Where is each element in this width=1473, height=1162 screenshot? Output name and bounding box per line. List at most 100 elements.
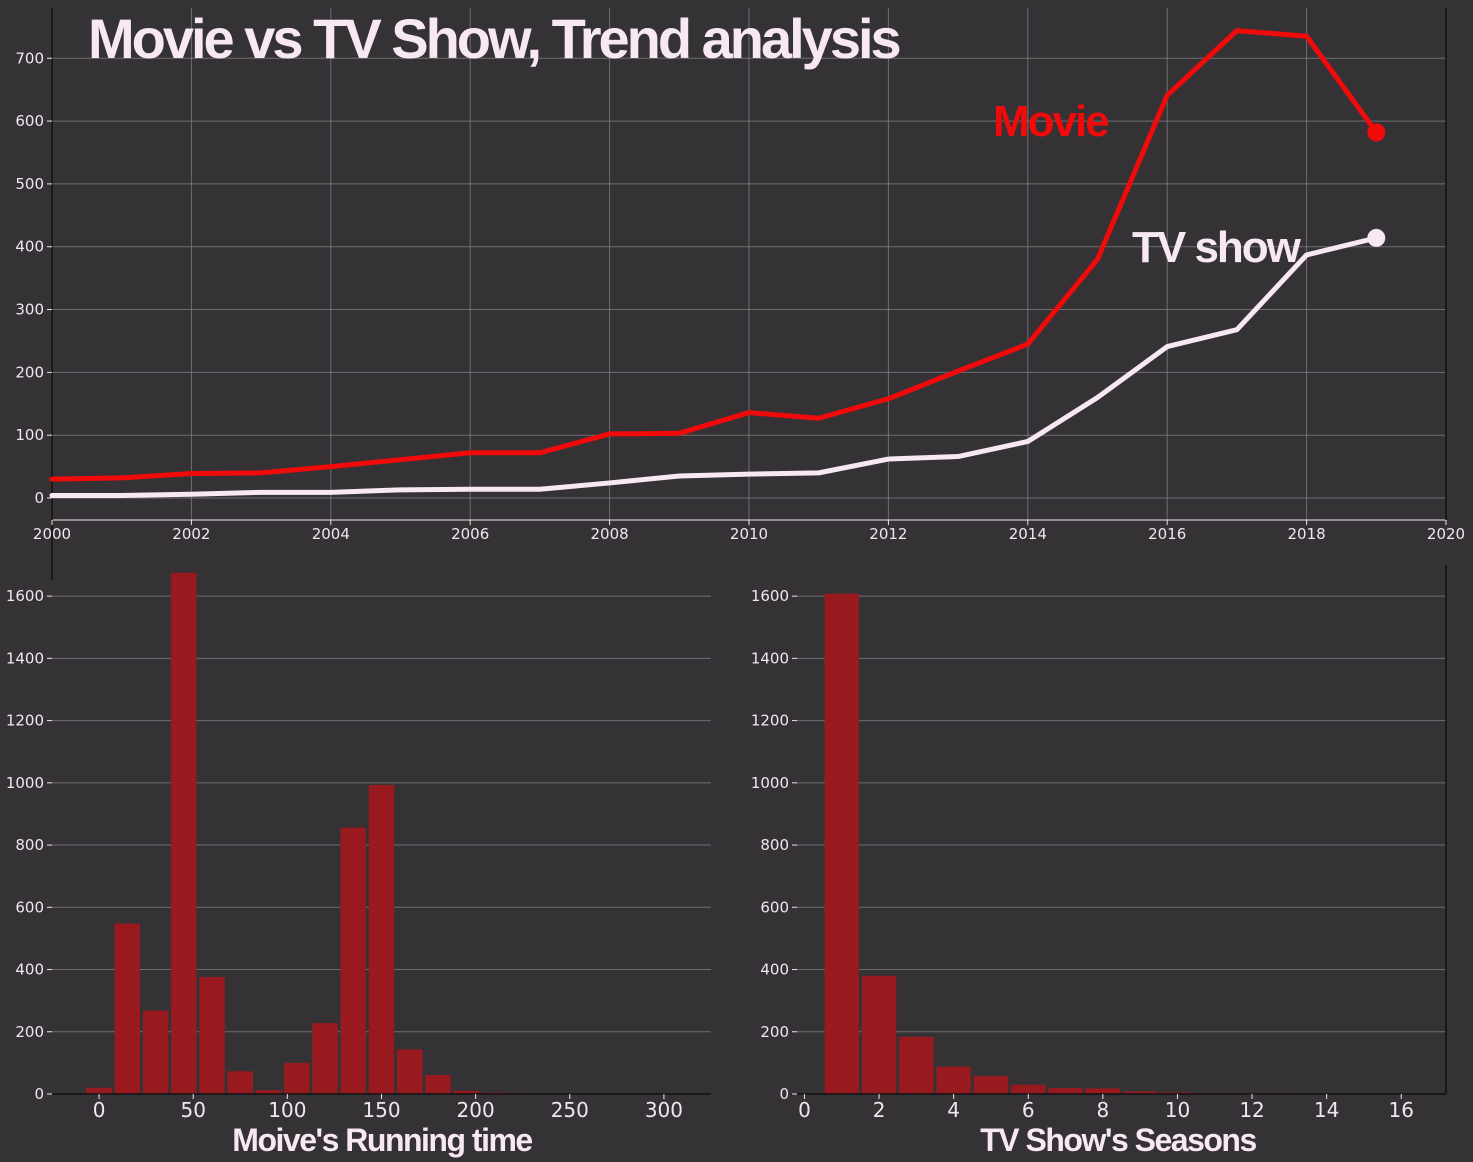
x-tick-label: 4	[947, 1098, 960, 1122]
histogram-bar	[397, 1049, 423, 1094]
x-tick-label: 200	[457, 1098, 495, 1122]
x-tick-label: 14	[1314, 1098, 1339, 1122]
tv-line	[49, 235, 1379, 498]
histogram-bar	[1122, 1091, 1158, 1094]
histogram-bar	[425, 1075, 451, 1094]
histogram-bar	[824, 593, 859, 1094]
y-tick-label: 600	[760, 898, 789, 916]
chart-title: Movie vs TV Show, Trend analysis	[88, 7, 900, 70]
movie-series-label: Movie	[993, 97, 1108, 146]
y-tick-label: 600	[15, 112, 44, 130]
x-tick-label: 50	[180, 1098, 205, 1122]
trend-line-chart: 0 100 200 300 400 500 600 700 2000 2002 2004 2006 2…	[15, 7, 1465, 580]
histogram-bar	[86, 1087, 112, 1094]
histogram-bar	[255, 1090, 282, 1094]
y-tick-label: 1200	[751, 712, 789, 730]
x-tick-label: 8	[1096, 1098, 1109, 1122]
y-tick-label: 1600	[751, 587, 789, 605]
x-tick-label: 2018	[1288, 525, 1326, 543]
x-tick-label: 0	[798, 1098, 811, 1122]
seasons-bars	[824, 593, 1419, 1094]
y-tick-label: 1000	[751, 774, 789, 792]
histogram-bar	[1160, 1092, 1195, 1094]
running-time-x-ticks: 0 50 100 150 200 250 300	[52, 1093, 711, 1122]
x-tick-label: 2016	[1148, 525, 1186, 543]
y-tick-label: 1400	[751, 649, 789, 667]
running-time-y-ticks: 0 200 400 600 800 1000 1200 1400 1600	[6, 587, 52, 1103]
x-tick-label: 100	[268, 1098, 306, 1122]
y-tick-label: 700	[15, 49, 44, 67]
movie-line	[49, 28, 1379, 482]
histogram-bar	[312, 1023, 338, 1094]
histogram-bar	[973, 1075, 1009, 1094]
running-time-histogram: 0 200 400 600 800 1000 1200 1400 1600 0 50 100 150 2…	[6, 572, 711, 1158]
seasons-x-ticks: 0 2 4 6 8 10 12 14 16	[797, 1093, 1446, 1122]
y-tick-label: 1000	[6, 774, 44, 792]
running-time-bars	[86, 572, 536, 1094]
y-tick-label: 0	[779, 1085, 789, 1103]
x-tick-label: 6	[1022, 1098, 1035, 1122]
y-tick-label: 400	[760, 961, 789, 979]
y-tick-label: 0	[34, 489, 44, 507]
histogram-bar	[1048, 1088, 1083, 1094]
histogram-bar	[142, 1010, 169, 1094]
histogram-bar	[199, 976, 225, 1094]
y-tick-label: 800	[15, 836, 44, 854]
histogram-bar	[861, 975, 897, 1094]
trend-series	[49, 28, 1386, 498]
y-tick-label: 1600	[6, 587, 44, 605]
y-tick-label: 400	[15, 238, 44, 256]
y-tick-label: 600	[15, 898, 44, 916]
histogram-bar	[453, 1090, 479, 1094]
x-tick-label: 2012	[869, 525, 907, 543]
histogram-bar	[284, 1062, 310, 1094]
seasons-histogram: 0 200 400 600 800 1000 1200 1400 1600 0 2 4 6 8 10 12 1…	[751, 565, 1447, 1158]
y-tick-label: 100	[15, 426, 44, 444]
x-tick-label: 2002	[172, 525, 210, 543]
histogram-bar	[899, 1036, 934, 1094]
x-tick-label: 16	[1389, 1098, 1414, 1122]
y-tick-label: 200	[15, 363, 44, 381]
x-tick-label: 2006	[451, 525, 489, 543]
y-tick-label: 500	[15, 175, 44, 193]
x-tick-label: 2010	[730, 525, 768, 543]
seasons-grid	[797, 565, 1447, 1094]
histogram-bar	[1011, 1084, 1046, 1094]
y-tick-label: 1200	[6, 712, 44, 730]
tv-endpoint	[1367, 228, 1386, 247]
movie-endpoint	[1367, 123, 1386, 142]
running-time-xlabel: Moive's Running time	[232, 1122, 532, 1158]
x-tick-label: 10	[1165, 1098, 1190, 1122]
x-tick-label: 2014	[1009, 525, 1047, 543]
histogram-bar	[227, 1071, 253, 1094]
x-tick-label: 0	[93, 1098, 106, 1122]
tv-series-label: TV show	[1132, 223, 1302, 272]
histogram-bar	[368, 785, 395, 1094]
histogram-bar	[936, 1066, 971, 1094]
histogram-bar	[114, 923, 141, 1094]
histogram-bar	[1085, 1088, 1121, 1094]
y-tick-label: 200	[15, 1023, 44, 1041]
y-tick-label: 400	[15, 961, 44, 979]
histogram-bar	[171, 572, 197, 1094]
x-tick-label: 2000	[33, 525, 71, 543]
trend-y-ticks: 0 100 200 300 400 500 600 700	[15, 49, 52, 507]
x-tick-label: 2008	[591, 525, 629, 543]
x-tick-label: 2004	[312, 525, 350, 543]
x-tick-label: 2020	[1427, 525, 1465, 543]
x-tick-label: 150	[362, 1098, 400, 1122]
x-tick-label: 2	[873, 1098, 886, 1122]
x-tick-label: 250	[551, 1098, 589, 1122]
y-tick-label: 200	[760, 1023, 789, 1041]
y-tick-label: 1400	[6, 649, 44, 667]
seasons-y-ticks: 0 200 400 600 800 1000 1200 1400 1600	[751, 587, 797, 1103]
y-tick-label: 0	[34, 1085, 44, 1103]
x-tick-label: 300	[645, 1098, 683, 1122]
histogram-bar	[340, 827, 366, 1094]
seasons-xlabel: TV Show's Seasons	[980, 1122, 1256, 1158]
y-tick-label: 300	[15, 301, 44, 319]
y-tick-label: 800	[760, 836, 789, 854]
x-tick-label: 12	[1239, 1098, 1264, 1122]
